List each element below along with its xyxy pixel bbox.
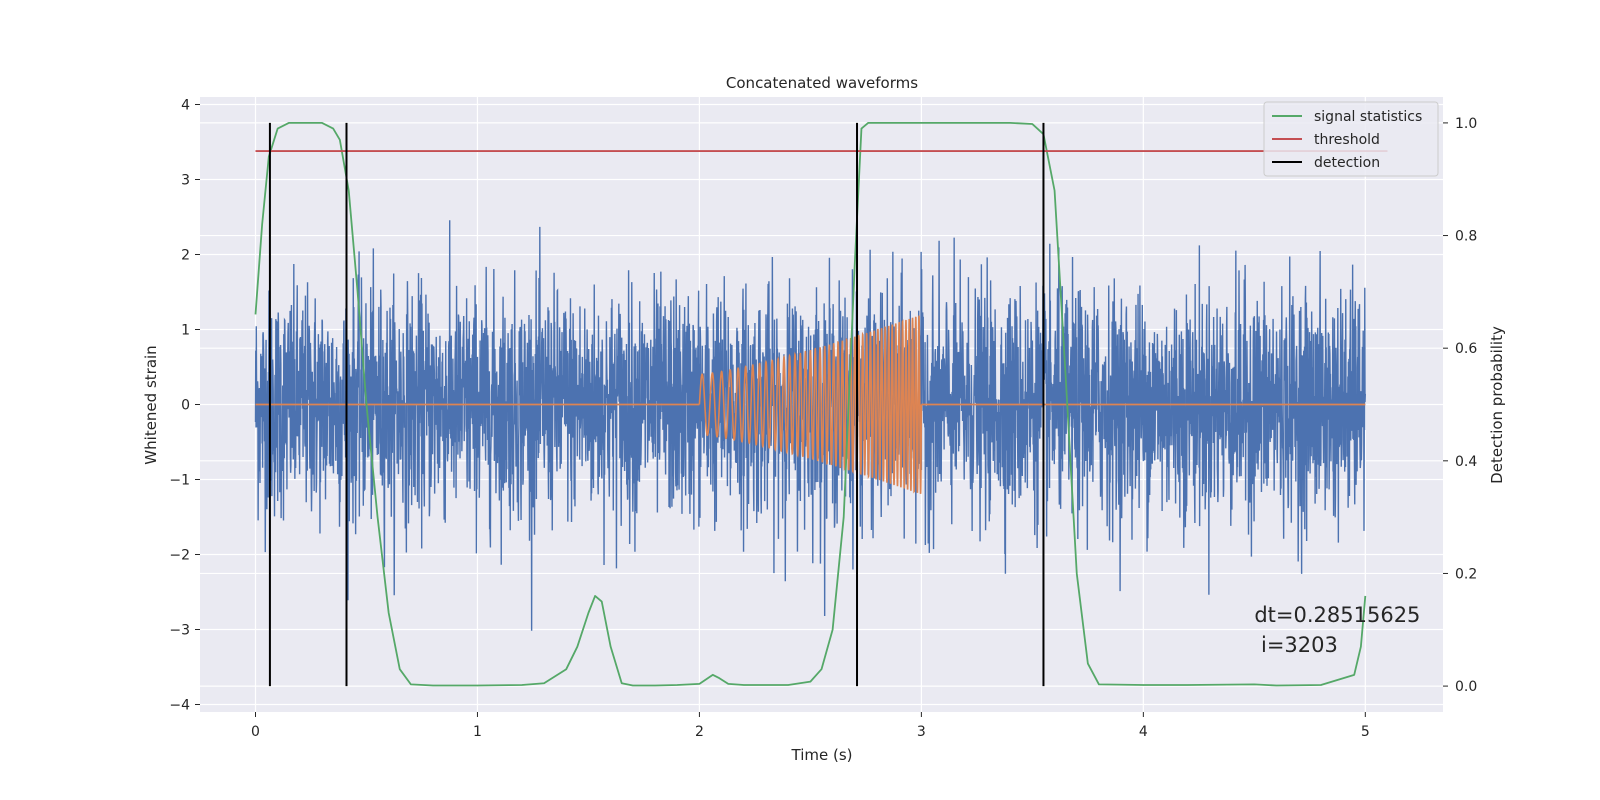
x-tick-label: 0 bbox=[251, 724, 260, 740]
axes: 0 1 2 3 4 5 −4 −3 −2 −1 0 1 2 3 4 0.0 0.2 0.4 0.6 0.8 1.0 bbox=[169, 98, 1477, 741]
series-chirp bbox=[698, 315, 923, 494]
chart-title: Concatenated waveforms bbox=[726, 74, 918, 92]
x-tick-label: 4 bbox=[1139, 724, 1148, 740]
y-tick-label: 4 bbox=[181, 98, 190, 114]
legend-box bbox=[1263, 101, 1439, 177]
y-tick-label: −1 bbox=[169, 473, 190, 489]
x-tick-label: 2 bbox=[695, 724, 704, 740]
y2-axis-label: Detection probability bbox=[1488, 326, 1506, 484]
annotation-dt: dt=0.28515625 bbox=[1254, 603, 1420, 627]
y-tick-label: 3 bbox=[181, 173, 190, 189]
x-tick-label: 3 bbox=[917, 724, 926, 740]
annotation-i: i=3203 bbox=[1261, 633, 1338, 657]
series-noise bbox=[254, 220, 1367, 631]
y-tick-label: −3 bbox=[169, 623, 190, 639]
y-tick-label: 0 bbox=[181, 398, 190, 414]
x-tick-label: 1 bbox=[473, 724, 482, 740]
legend-label-2: detection bbox=[1314, 155, 1380, 171]
y-tick-label: −2 bbox=[169, 548, 190, 564]
y2-tick-label: 0.6 bbox=[1455, 341, 1477, 357]
y2-tick-label: 0.0 bbox=[1455, 679, 1477, 695]
plot-area bbox=[254, 122, 1388, 687]
y-tick-label: −4 bbox=[169, 698, 190, 714]
x-axis-label: Time (s) bbox=[791, 746, 853, 764]
legend: signal statistics threshold detection bbox=[1263, 101, 1439, 177]
y-tick-label: 2 bbox=[181, 248, 190, 264]
y2-tick-label: 0.8 bbox=[1455, 229, 1477, 245]
legend-label-0: signal statistics bbox=[1314, 109, 1422, 125]
y2-tick-label: 1.0 bbox=[1455, 116, 1477, 132]
y2-tick-label: 0.2 bbox=[1455, 566, 1477, 582]
x-tick-label: 5 bbox=[1361, 724, 1370, 740]
y2-tick-label: 0.4 bbox=[1455, 454, 1477, 470]
legend-label-1: threshold bbox=[1314, 132, 1380, 148]
series-signal-statistics bbox=[254, 122, 1367, 687]
y-axis-label: Whitened strain bbox=[142, 345, 160, 464]
y-tick-label: 1 bbox=[181, 323, 190, 339]
